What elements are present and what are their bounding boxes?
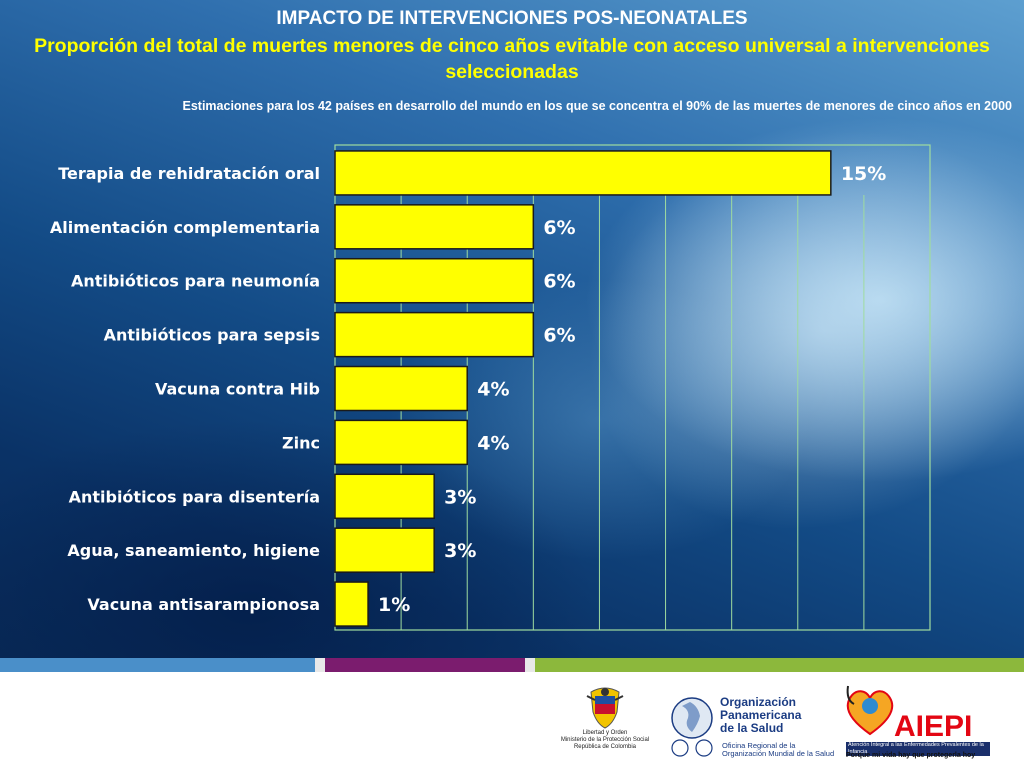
aiepi-wordmark: AIEPI (894, 710, 973, 743)
category-label: Antibióticos para sepsis (104, 326, 320, 345)
oms-line1: Oficina Regional de la (722, 741, 796, 750)
bar (334, 527, 435, 573)
value-labels: 15% 6% 6% 6% 4% 4% 3% 3% 1% (378, 163, 886, 616)
colombia-line2: Ministerio de la Protección Social (560, 737, 650, 743)
bar-chart: Terapia de rehidratación oral Alimentació… (50, 144, 931, 631)
bar (334, 473, 435, 520)
stripe-segment (535, 658, 1024, 672)
slide-title: IMPACTO DE INTERVENCIONES POS-NEONATALES (276, 8, 748, 29)
ops-name-line3: de la Salud (720, 721, 784, 735)
oms-line2: Organización Mundial de la Salud (722, 749, 835, 758)
category-labels: Terapia de rehidratación oral Alimentació… (50, 164, 320, 614)
category-label: Agua, saneamiento, higiene (67, 541, 320, 560)
slide-subtitle: Proporción del total de muertes menores … (34, 35, 990, 83)
value-label: 4% (477, 432, 509, 454)
category-label: Alimentación complementaria (50, 218, 320, 237)
ops-logo: Organización Panamericana de la Salud Of… (670, 696, 835, 762)
stripe-segment (525, 658, 535, 672)
value-label: 15% (841, 163, 886, 185)
ops-name-line1: Organización (720, 695, 797, 709)
stripe-segment (325, 658, 525, 672)
bar (334, 581, 369, 627)
category-label: Vacuna contra Hib (155, 380, 320, 399)
bar (334, 365, 468, 412)
slide-note: Estimaciones para los 42 países en desar… (182, 99, 1013, 113)
bar (334, 311, 535, 358)
globe-icon (671, 697, 713, 757)
category-label: Antibióticos para neumonía (71, 272, 320, 291)
category-label: Terapia de rehidratación oral (58, 164, 320, 183)
aiepi-tagline: Atención Integral a las Enfermedades Pre… (846, 742, 990, 756)
oms-text: Oficina Regional de la Organización Mund… (722, 742, 834, 758)
value-label: 1% (378, 594, 410, 616)
bar (334, 150, 832, 196)
category-label: Antibióticos para disentería (69, 487, 320, 506)
value-label: 3% (444, 540, 476, 562)
colombia-line1: Libertad y Orden (582, 730, 628, 736)
aiepi-slogan: Porque mi vida hay que protegerla hoy (846, 752, 976, 759)
value-label: 3% (444, 486, 476, 508)
category-label: Zinc (282, 433, 320, 452)
colombia-line3: República de Colombia (573, 744, 637, 750)
ops-name: Organización Panamericana de la Salud (720, 696, 801, 735)
footer: Libertad y Orden Ministerio de la Protec… (0, 672, 1024, 768)
colombia-ministry-logo: Libertad y Orden Ministerio de la Protec… (560, 686, 650, 766)
coat-of-arms-icon (586, 687, 624, 729)
bar (334, 257, 535, 304)
value-label: 6% (543, 325, 575, 347)
bar (334, 204, 535, 250)
value-label: 4% (477, 379, 509, 401)
value-label: 6% (543, 271, 575, 293)
stripe-segment (0, 658, 315, 672)
color-stripe (0, 658, 1024, 672)
bars-group (334, 150, 832, 627)
ops-name-line2: Panamericana (720, 708, 802, 722)
slide-background: IMPACTO DE INTERVENCIONES POS-NEONATALES… (0, 0, 1024, 658)
bar (334, 419, 468, 466)
stripe-segment (315, 658, 325, 672)
heart-child-icon (846, 685, 894, 736)
value-label: 6% (543, 217, 575, 239)
aiepi-logo: AIEPI Atención Integral a las Enfermedad… (842, 680, 992, 766)
category-label: Vacuna antisarampionosa (87, 595, 320, 614)
